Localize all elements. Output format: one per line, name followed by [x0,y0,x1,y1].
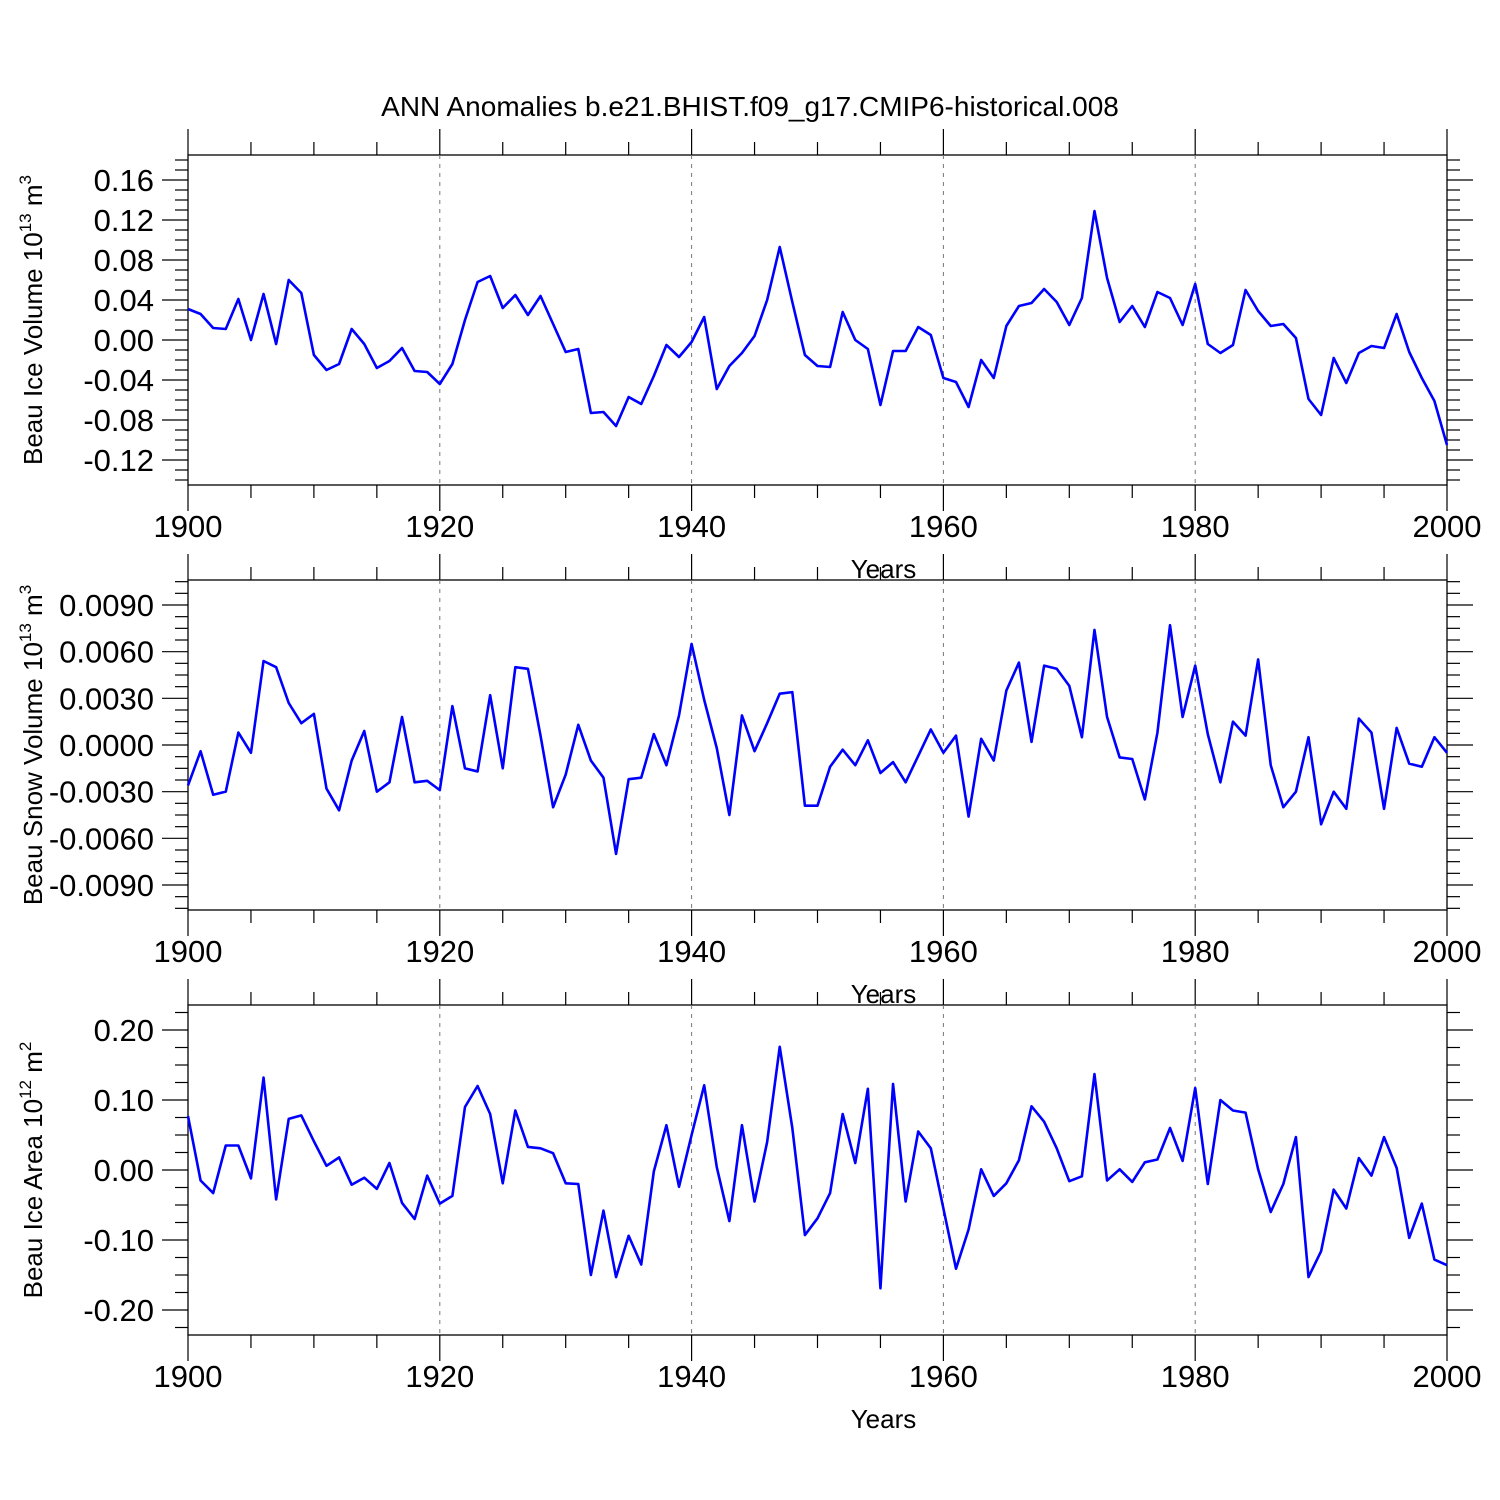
y-axis-label: Beau Snow Volume 1013 m3 [16,585,48,905]
series-line [187,209,1449,446]
x-tick-label: 1920 [405,934,474,969]
y-tick-label: -0.12 [83,443,154,478]
x-axis-label: Years [851,1404,917,1434]
x-tick-label: 1960 [909,934,978,969]
y-tick-label: 0.0060 [59,635,154,670]
x-tick-label: 1980 [1161,934,1230,969]
x-tick-label: 2000 [1413,509,1482,544]
y-tick-label: -0.10 [83,1223,154,1258]
y-tick-label: -0.20 [83,1293,154,1328]
x-tick-label: 1960 [909,509,978,544]
x-tick-label: 1900 [154,1359,223,1394]
x-tick-label: 1940 [657,934,726,969]
y-tick-label: 0.16 [94,163,154,198]
y-axis-label: Beau Ice Volume 1013 m3 [16,175,48,465]
y-axis-label: Beau Ice Area 1012 m2 [16,1042,48,1299]
y-tick-label: 0.0000 [59,728,154,763]
y-tick-label: -0.0030 [49,775,154,810]
x-tick-label: 1980 [1161,509,1230,544]
y-tick-label: 0.08 [94,243,154,278]
y-tick-label: 0.0090 [59,588,154,623]
y-tick-label: 0.20 [94,1013,154,1048]
x-tick-label: 1920 [405,1359,474,1394]
y-tick-label: -0.0060 [49,821,154,856]
y-tick-label: -0.08 [83,403,154,438]
x-axis-label: Years [851,979,917,1009]
y-tick-label: 0.00 [94,1153,154,1188]
x-tick-label: 1900 [154,509,223,544]
figure-title: ANN Anomalies b.e21.BHIST.f09_g17.CMIP6-… [381,91,1119,122]
x-tick-label: 1940 [657,1359,726,1394]
y-tick-label: 0.0030 [59,681,154,716]
x-tick-label: 2000 [1413,934,1482,969]
y-tick-label: 0.10 [94,1083,154,1118]
plot-frame [187,154,1448,486]
y-tick-label: -0.04 [83,363,154,398]
x-tick-label: 2000 [1413,1359,1482,1394]
x-tick-label: 1900 [154,934,223,969]
x-tick-label: 1980 [1161,1359,1230,1394]
panel-2: 0.0090 0.0060 0.0030 0.0000 -0.0030 -0.0060 -0… [16,554,1481,1009]
y-tick-label: 0.12 [94,203,154,238]
series-line [186,623,1449,856]
x-tick-label: 1940 [657,509,726,544]
x-tick-label: 1960 [909,1359,978,1394]
x-tick-label: 1920 [405,509,474,544]
y-tick-label: 0.00 [94,323,154,358]
y-tick-label: -0.0090 [49,868,154,903]
y-tick-label: 0.04 [94,283,154,318]
plot-frame [187,579,1448,911]
series-line [186,1045,1448,1290]
x-axis-label: Years [851,554,917,584]
